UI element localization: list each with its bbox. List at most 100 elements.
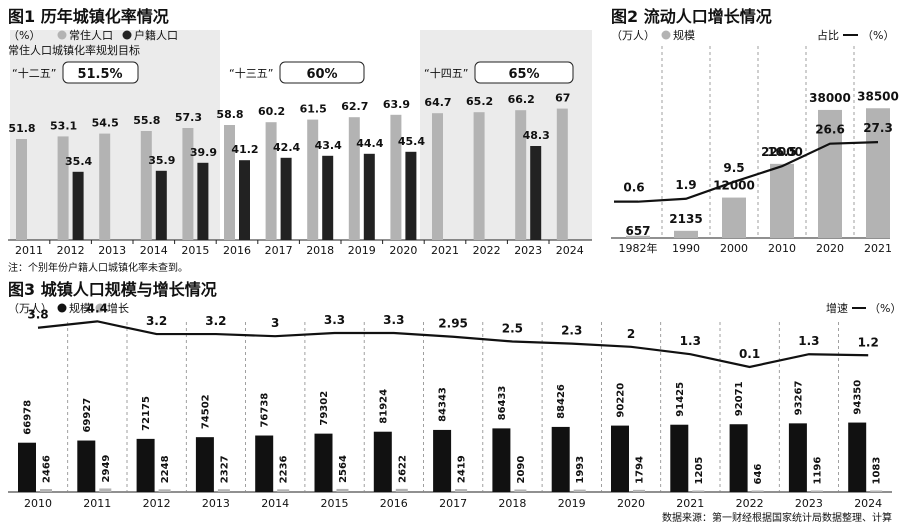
bar-household [405,151,417,240]
bar-floating-scale [866,108,890,238]
legend-resident-label: 常住人口 [69,28,113,42]
legend-swatch-resident [57,30,67,40]
value-label-urban-scale: 86433 [497,386,508,421]
x-tick-label: 2016 [380,497,408,510]
value-label-scale: 12000 [713,179,755,193]
bar-urban-growth [455,489,468,492]
value-label-urban-scale: 90220 [616,383,627,418]
data-source: 数据来源：第一财经根据国家统计局数据整理、计算 [662,511,892,524]
value-label-share: 9.5 [723,161,744,175]
value-label-urban-scale: 66978 [23,400,34,435]
x-tick-label: 2011 [83,497,111,510]
value-label-urban-scale: 84343 [438,387,449,422]
legend-urban-scale-label: 规模 [69,301,91,315]
value-label-household: 35.9 [148,154,175,167]
bar-urban-scale [848,422,867,492]
bar-urban-scale [373,431,392,492]
x-tick-label: 2020 [816,242,844,255]
bar-floating-scale [626,235,650,238]
value-label-growth-rate: 3.2 [146,314,167,328]
figure-2-floating-population: 图2 流动人口增长情况 （万人） 规模 占比 （%） 657 0.6 1982年 21… [611,7,899,255]
value-label-scale: 38500 [857,89,899,103]
plan-target-subtitle: 常住人口城镇化率规划目标 [8,43,140,57]
bar-urban-growth [751,490,764,492]
value-label-urban-scale: 69927 [82,398,93,433]
legend-household-label: 户籍人口 [134,28,178,42]
legend-swatch-urban-scale [57,303,67,313]
value-label-urban-growth: 1205 [694,457,705,485]
value-label-urban-scale: 91425 [675,382,686,417]
value-label-resident: 58.8 [216,108,243,121]
x-tick-label: 2017 [439,497,467,510]
value-label-share: 16.5 [767,145,797,159]
bar-resident [57,136,69,240]
bar-resident [99,133,111,240]
plan-box-14th [474,61,574,84]
value-label-growth-rate: 0.1 [739,347,760,361]
value-label-household: 43.4 [315,139,342,152]
bar-resident [307,119,319,240]
x-tick-label: 2015 [181,244,209,257]
x-tick-label: 2019 [558,497,586,510]
value-label-growth-rate: 1.3 [680,334,701,348]
bar-urban-scale [314,433,333,492]
x-tick-label: 1990 [672,242,700,255]
bar-resident [348,117,360,240]
value-label-urban-growth: 2466 [42,455,53,483]
x-tick-label: 2018 [498,497,526,510]
plan-label-12th: “十二五” [12,66,56,80]
value-label-scale: 2135 [669,212,702,226]
value-label-urban-scale: 93267 [793,381,804,416]
bar-urban-scale [670,424,689,492]
bar-resident [432,113,443,240]
value-label-growth-rate: 1.2 [858,335,879,349]
value-label-urban-growth: 646 [753,464,764,485]
figure-1-unit: （%） [8,29,40,42]
x-tick-label: 2021 [431,244,459,257]
plan-value-12th: 51.5% [77,67,122,82]
value-label-growth-rate: 2.3 [561,324,582,338]
legend-growth-rate-label: 增速 [826,301,848,315]
legend-swatch-household [122,30,132,40]
value-label-urban-growth: 2236 [279,455,290,483]
figure-3-unit: （万人） [8,302,52,315]
plan-label-14th: “十四五” [424,66,468,80]
value-label-urban-growth: 2949 [101,455,112,483]
value-label-household: 48.3 [523,129,550,142]
bar-urban-scale [433,429,452,492]
value-label-growth-rate: 2 [627,327,635,341]
bar-urban-growth [40,489,52,492]
value-label-household: 39.9 [190,146,217,159]
value-label-resident: 61.5 [300,103,327,116]
bar-floating-scale [674,230,698,238]
value-label-urban-growth: 2564 [338,455,349,483]
value-label-urban-growth: 2090 [516,456,527,484]
value-label-share: 27.3 [863,121,893,135]
x-tick-label: 2014 [261,497,289,510]
bar-urban-growth [277,489,290,492]
value-label-urban-scale: 94350 [853,380,864,415]
plan-value-14th: 65% [508,67,539,82]
value-label-urban-growth: 2419 [457,455,468,483]
value-label-growth-rate: 3.3 [383,313,404,327]
value-label-resident: 62.7 [341,100,368,113]
bar-household [72,171,84,240]
x-tick-label: 2016 [223,244,251,257]
legend-swatch-urban-growth [95,303,105,313]
bar-resident [224,125,235,240]
plan-box-12th [62,61,139,84]
value-label-urban-growth: 1794 [635,456,646,484]
value-label-household: 44.4 [356,137,383,150]
figure-2-title: 图2 流动人口增长情况 [611,7,772,26]
x-tick-label: 2021 [676,497,704,510]
value-label-growth-rate: 2.95 [438,317,468,331]
bar-urban-scale [136,438,155,492]
value-label-growth-rate: 2.5 [502,322,523,336]
bar-urban-scale [18,442,36,492]
bar-urban-growth [217,489,230,492]
bar-household [363,153,375,240]
plan-label-13th: “十三五” [229,66,273,80]
bar-urban-growth [395,488,408,492]
bar-urban-growth [870,490,883,492]
bar-urban-scale [611,425,629,492]
